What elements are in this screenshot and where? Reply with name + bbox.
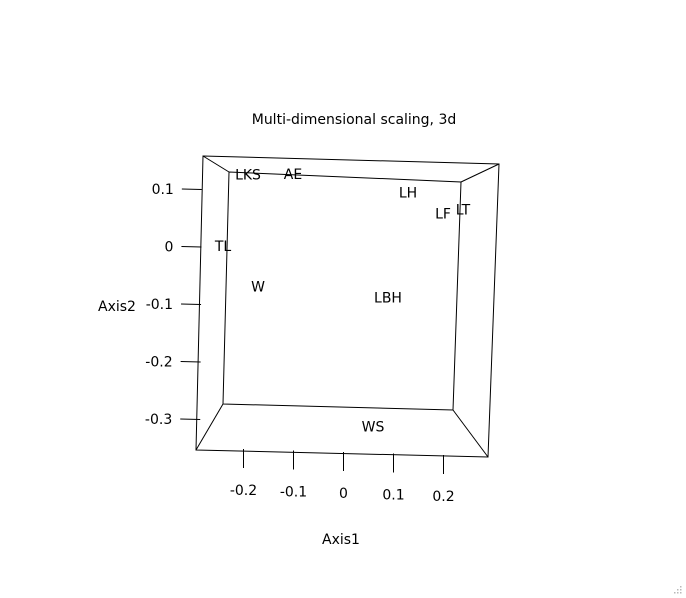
point-labels: LKS AE LH LF LT TL W LBH WS [214, 167, 471, 436]
x-axis: -0.2 -0.1 0 0.1 0.2 [230, 449, 455, 505]
point-label: LKS [235, 167, 261, 183]
box-edge-bottom-left [195, 403, 224, 451]
x-tick-label: 0.1 [382, 488, 404, 504]
box-edge-top-right [460, 163, 500, 183]
point-label: WS [362, 419, 385, 435]
point-label: LF [435, 207, 451, 223]
y-tick-label: -0.2 [145, 355, 172, 371]
point-label: TL [214, 239, 232, 255]
point-label: LH [399, 185, 417, 201]
y-tick-label: 0.1 [152, 182, 174, 198]
y-tick-mark [181, 188, 202, 190]
x-tick-label: 0.2 [432, 489, 454, 505]
box-edge-top-left [202, 155, 230, 173]
point-label: AE [284, 167, 302, 183]
y-axis-label: Axis2 [98, 299, 136, 315]
chart-title: Multi-dimensional scaling, 3d [252, 112, 457, 128]
box-frame [195, 155, 500, 458]
x-tick-label: 0 [339, 486, 348, 502]
resize-grip-icon[interactable] [673, 585, 683, 595]
y-tick-mark [180, 418, 201, 420]
y-tick-mark [180, 361, 201, 363]
point-label: W [251, 280, 265, 296]
x-tick-label: -0.2 [230, 483, 257, 499]
y-tick-mark [181, 303, 202, 305]
box-outer-face [195, 155, 500, 458]
x-tick-label: -0.1 [280, 485, 307, 501]
point-label: LT [456, 202, 471, 218]
y-tick-label: 0 [165, 240, 174, 256]
y-axis: 0.1 0 -0.1 -0.2 -0.3 [145, 182, 202, 428]
y-tick-label: -0.1 [146, 297, 173, 313]
point-label: LBH [374, 290, 402, 306]
x-axis-label: Axis1 [322, 532, 360, 548]
y-tick-mark [181, 246, 202, 248]
box-edge-bottom-right [452, 409, 489, 458]
y-tick-label: -0.3 [145, 412, 172, 428]
